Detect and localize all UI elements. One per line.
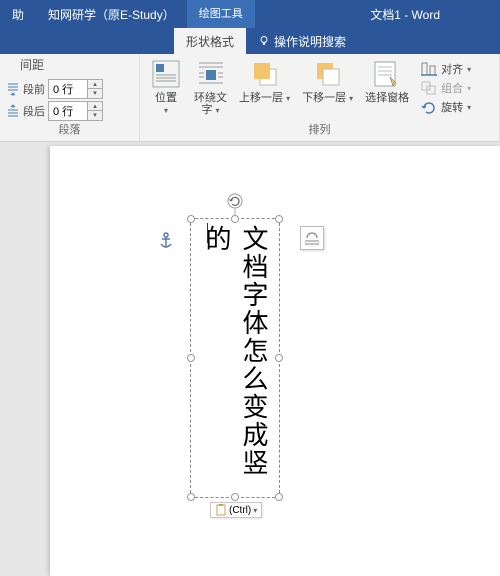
spacing-before-spinner[interactable]: ▴ ▾ — [48, 79, 103, 99]
align-label: 对齐 — [441, 61, 463, 77]
spacing-header: 间距 — [6, 56, 133, 73]
tell-me-label: 操作说明搜索 — [274, 33, 346, 50]
spinner-up[interactable]: ▴ — [88, 80, 102, 89]
ribbon: 间距 段前 ▴ ▾ 段后 — [0, 54, 500, 142]
text-cursor — [207, 223, 208, 243]
position-icon — [150, 58, 182, 90]
align-button[interactable]: 对齐 ▾ — [417, 60, 475, 78]
tab-estudy[interactable]: 知网研学（原E-Study） — [36, 0, 187, 28]
resize-handle-w[interactable] — [187, 354, 195, 362]
position-label: 位置 — [155, 92, 177, 104]
resize-handle-se[interactable] — [275, 493, 283, 501]
spacing-after-spinner[interactable]: ▴ ▾ — [48, 101, 103, 121]
paste-options-button[interactable]: (Ctrl) ▾ — [210, 502, 262, 518]
chevron-down-icon: ▾ — [467, 84, 471, 93]
spacing-before-row: 段前 ▴ ▾ — [6, 79, 133, 99]
group-icon — [421, 81, 437, 95]
window-title: 文档1 - Word — [370, 6, 440, 23]
bring-forward-button[interactable]: 上移一层 ▾ — [235, 56, 294, 106]
chevron-down-icon: ▾ — [349, 94, 353, 103]
rotate-icon — [421, 100, 437, 114]
ribbon-group-arrange: 位置 ▾ 环绕文 字 ▾ 上移一层 ▾ 下移一层 ▾ — [140, 54, 500, 141]
spacing-after-label: 段后 — [23, 103, 45, 119]
clipboard-icon — [215, 504, 227, 516]
spacing-after-icon — [6, 104, 20, 118]
resize-handle-ne[interactable] — [275, 215, 283, 223]
resize-handle-s[interactable] — [231, 493, 239, 501]
group-label-arrange: 排列 — [146, 121, 493, 139]
spinner-down[interactable]: ▾ — [88, 111, 102, 120]
spacing-before-input[interactable] — [49, 83, 87, 95]
textbox-container[interactable]: 文档字体怎么变成竖的 — [190, 218, 280, 498]
align-icon — [421, 62, 437, 76]
bring-forward-icon — [249, 58, 281, 90]
chevron-down-icon: ▾ — [164, 106, 168, 115]
rotate-label: 旋转 — [441, 99, 463, 115]
send-backward-button[interactable]: 下移一层 ▾ — [298, 56, 357, 106]
resize-handle-n[interactable] — [231, 215, 239, 223]
tab-drawing-tools[interactable]: 绘图工具 — [187, 0, 255, 28]
chevron-down-icon: ▾ — [467, 65, 471, 74]
chevron-down-icon: ▾ — [467, 103, 471, 112]
wrap-text-icon — [195, 58, 227, 90]
wrap-text-label: 环绕文 字 — [194, 92, 227, 116]
tab-help[interactable]: 助 — [0, 0, 36, 28]
selection-pane-icon — [371, 58, 403, 90]
tab-drawing-tools-label: 绘图工具 — [199, 8, 243, 20]
ribbon-group-paragraph: 间距 段前 ▴ ▾ 段后 — [0, 54, 140, 141]
selection-pane-label: 选择窗格 — [365, 92, 409, 104]
send-backward-icon — [312, 58, 344, 90]
chevron-down-icon: ▾ — [253, 506, 257, 515]
layout-options-button[interactable] — [300, 226, 324, 250]
spacing-after-row: 段后 ▴ ▾ — [6, 101, 133, 121]
textbox-text: 文档字体怎么变成竖的 — [198, 225, 272, 497]
chevron-down-icon: ▾ — [286, 94, 290, 103]
resize-handle-e[interactable] — [275, 354, 283, 362]
spacing-before-label: 段前 — [23, 81, 45, 97]
canvas-area: 文档字体怎么变成竖的 (Ctrl) ▾ — [0, 142, 500, 575]
ctrl-label: (Ctrl) — [229, 505, 251, 516]
wrap-text-button[interactable]: 环绕文 字 ▾ — [190, 56, 231, 118]
position-button[interactable]: 位置 ▾ — [146, 56, 186, 118]
rotate-button[interactable]: 旋转 ▾ — [417, 98, 475, 116]
spacing-before-icon — [6, 82, 20, 96]
selection-pane-button[interactable]: 选择窗格 — [361, 56, 413, 106]
arrange-stack: 对齐 ▾ 组合 ▾ 旋转 ▾ — [417, 56, 475, 116]
group-label-paragraph: 段落 — [6, 121, 133, 139]
spinner-up[interactable]: ▴ — [88, 102, 102, 111]
bring-forward-label: 上移一层 — [239, 92, 283, 104]
layout-options-icon — [303, 229, 321, 247]
tell-me[interactable]: 操作说明搜索 — [246, 28, 358, 54]
group-label: 组合 — [441, 80, 463, 96]
group-button[interactable]: 组合 ▾ — [417, 79, 475, 97]
spacing-after-input[interactable] — [49, 105, 87, 117]
title-tabs: 助 知网研学（原E-Study） 绘图工具 — [0, 0, 255, 28]
send-backward-label: 下移一层 — [302, 92, 346, 104]
chevron-down-icon: ▾ — [216, 106, 220, 115]
tab-shape-format[interactable]: 形状格式 — [174, 28, 246, 54]
resize-handle-sw[interactable] — [187, 493, 195, 501]
title-bar: 助 知网研学（原E-Study） 绘图工具 文档1 - Word — [0, 0, 500, 28]
spinner-down[interactable]: ▾ — [88, 89, 102, 98]
resize-handle-nw[interactable] — [187, 215, 195, 223]
document-page[interactable]: 文档字体怎么变成竖的 (Ctrl) ▾ — [50, 146, 500, 576]
sub-bar: 形状格式 操作说明搜索 — [0, 28, 500, 54]
anchor-icon — [158, 232, 174, 255]
textbox[interactable]: 文档字体怎么变成竖的 — [190, 218, 280, 498]
lightbulb-icon — [258, 35, 270, 47]
